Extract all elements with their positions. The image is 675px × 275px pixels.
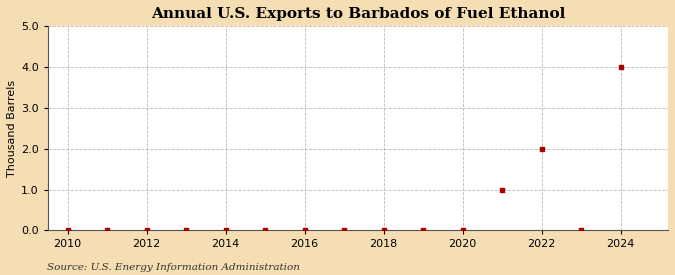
Point [418,228,429,233]
Point [260,228,271,233]
Text: Source: U.S. Energy Information Administration: Source: U.S. Energy Information Administ… [47,263,300,272]
Point [497,188,508,192]
Point [576,228,587,233]
Point [62,228,73,233]
Point [220,228,231,233]
Point [615,65,626,69]
Point [299,228,310,233]
Point [536,147,547,151]
Point [181,228,192,233]
Point [102,228,113,233]
Title: Annual U.S. Exports to Barbados of Fuel Ethanol: Annual U.S. Exports to Barbados of Fuel … [151,7,565,21]
Point [457,228,468,233]
Point [339,228,350,233]
Point [141,228,152,233]
Point [378,228,389,233]
Y-axis label: Thousand Barrels: Thousand Barrels [7,80,17,177]
